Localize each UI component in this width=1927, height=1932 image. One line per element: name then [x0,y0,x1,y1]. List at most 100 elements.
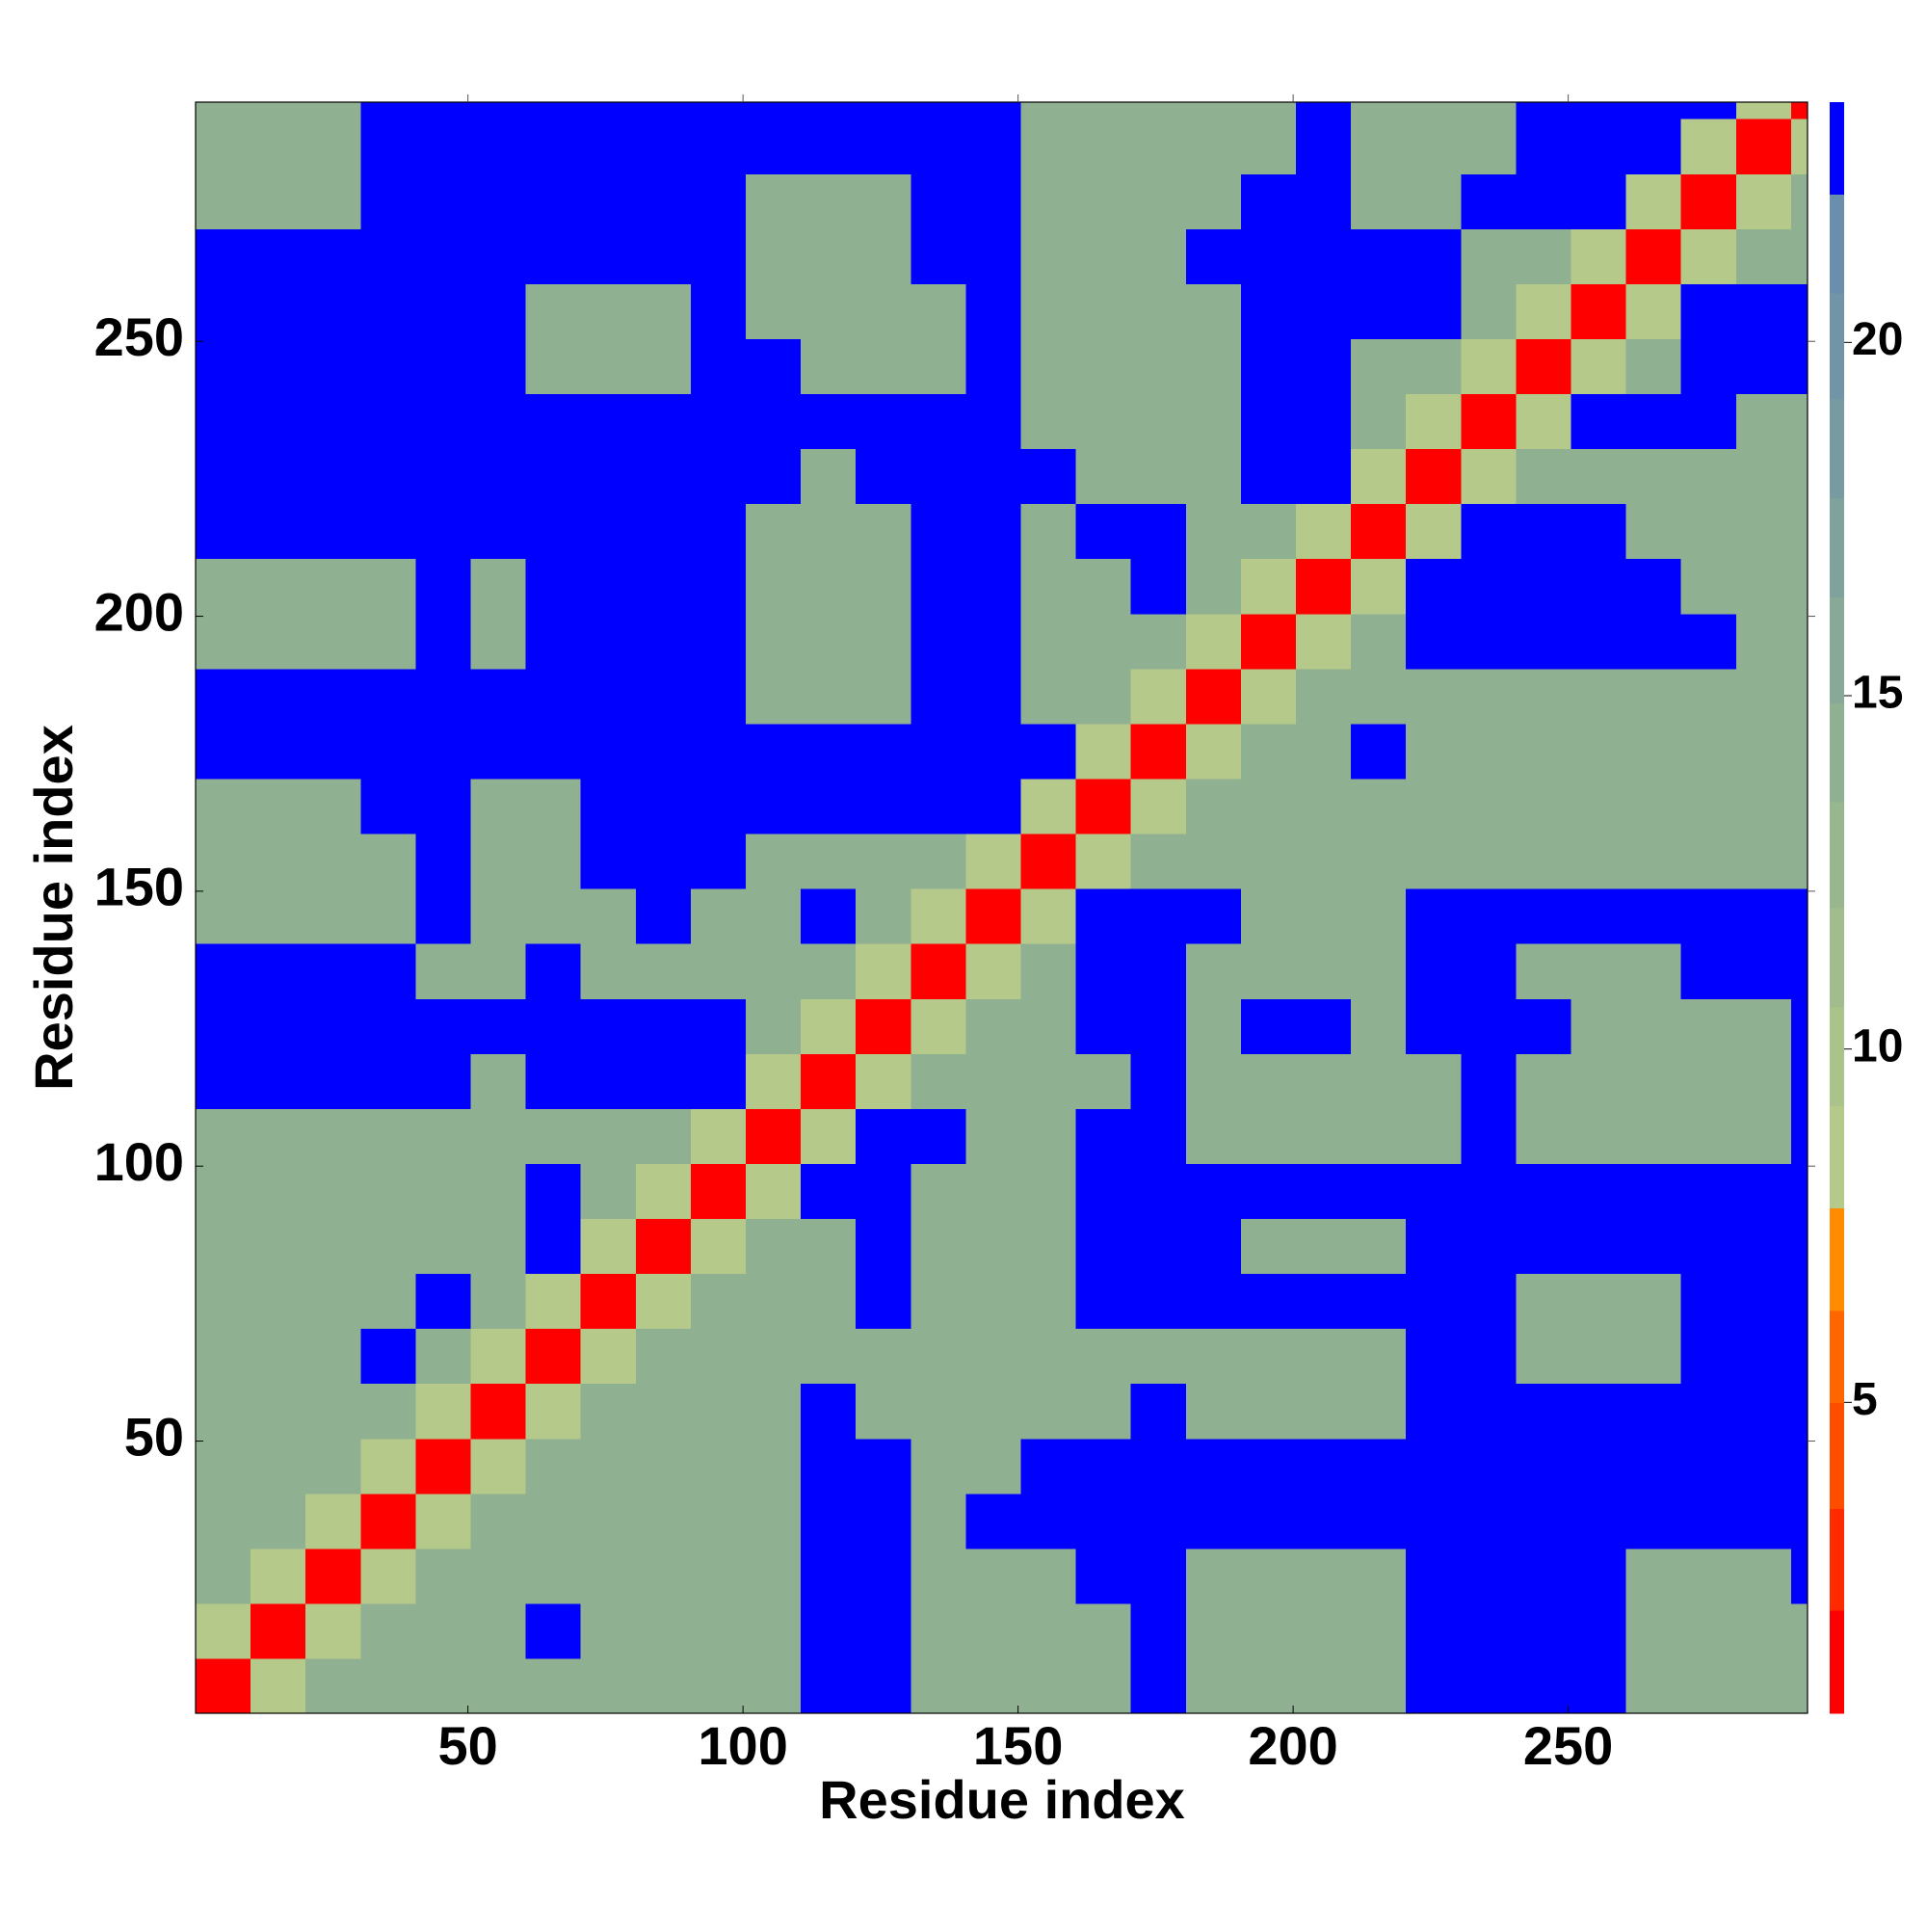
heatmap-cell [635,1328,692,1385]
heatmap-cell [1295,1602,1352,1659]
heatmap-cell [1351,448,1407,505]
heatmap-cell [251,1328,306,1385]
heatmap-cell [470,1493,527,1549]
heatmap-cell [196,668,251,725]
heatmap-cell [1625,1493,1682,1549]
heatmap-cell [1680,1218,1737,1275]
y-tick-label: 200 [94,581,184,642]
heatmap-cell [1130,228,1187,284]
heatmap-cell [415,1493,472,1549]
heatmap-cell [965,888,1022,944]
heatmap-cell [1020,448,1077,505]
heatmap-cell [1680,283,1737,339]
heatmap-cell [1516,1602,1572,1659]
heatmap-cell [745,943,802,999]
x-tick-label: 250 [1523,1715,1613,1776]
heatmap-cell [635,102,692,119]
heatmap-cell [965,503,1022,560]
heatmap-cell [196,833,251,889]
heatmap-cell [1461,723,1517,780]
heatmap-cell [196,943,251,999]
heatmap-cell [635,558,692,615]
heatmap-cell [415,943,472,999]
heatmap-cell [1295,1328,1352,1385]
heatmap-cell [1240,283,1297,339]
heatmap-cell [1461,228,1517,284]
colorbar-tick-label: 5 [1852,1374,1878,1425]
heatmap-cell [525,1548,582,1604]
heatmap-cell [965,1053,1022,1109]
heatmap-cell [580,1108,637,1164]
heatmap-cell [911,943,966,999]
heatmap-cell [1571,558,1627,615]
heatmap-cell [1735,283,1792,339]
y-tick-label: 50 [124,1406,184,1467]
heatmap-cell [1075,613,1132,670]
heatmap-cell [415,558,472,615]
heatmap-cell [1295,173,1352,229]
heatmap-cell [305,833,361,889]
heatmap-cell [911,1108,966,1164]
heatmap-cell [1240,1108,1297,1164]
heatmap-cell [1075,448,1132,505]
heatmap-cell [1790,1438,1808,1495]
heatmap-cell [1075,119,1132,174]
heatmap-cell [690,448,747,505]
heatmap-cell [911,778,966,834]
heatmap-cell [305,1163,361,1220]
heatmap-cell [745,1383,802,1440]
heatmap-cell [965,1328,1022,1385]
heatmap-cell [1571,1218,1627,1275]
heatmap-cell [360,1383,416,1440]
heatmap-cell [1185,998,1242,1054]
heatmap-cell [1295,888,1352,944]
heatmap-cell [1735,1163,1792,1220]
heatmap-cell [1240,943,1297,999]
heatmap-cell [1185,173,1242,229]
plot-frame [195,101,1808,1714]
heatmap-cell [1020,723,1077,780]
heatmap-cell [801,1328,857,1385]
colorbar-segment [1830,802,1844,909]
heatmap-cell [745,558,802,615]
heatmap-cell [1295,833,1352,889]
heatmap-cell [1516,1053,1572,1109]
heatmap-cell [580,943,637,999]
heatmap-cell [1075,1438,1132,1495]
heatmap-cell [1240,1493,1297,1549]
heatmap-cells [196,102,1808,1714]
heatmap-cell [1185,1438,1242,1495]
heatmap-cell [1625,1053,1682,1109]
heatmap-cell [1625,338,1682,395]
heatmap-cell [251,1438,306,1495]
heatmap-cell [305,1493,361,1549]
heatmap-cell [856,1602,911,1659]
heatmap-cell [251,1493,306,1549]
heatmap-cell [635,228,692,284]
heatmap-cell [1351,1548,1407,1604]
heatmap-cell [1240,833,1297,889]
heatmap-cell [1571,102,1627,119]
heatmap-cell [1790,283,1808,339]
heatmap-cell [1075,173,1132,229]
heatmap-cell [196,723,251,780]
heatmap-cell [360,119,416,174]
heatmap-cell [1185,393,1242,450]
heatmap-cell [360,1438,416,1495]
heatmap-cell [470,1218,527,1275]
heatmap-cell [635,1108,692,1164]
heatmap-cell [196,102,251,119]
heatmap-cell [635,613,692,670]
heatmap-cell [965,668,1022,725]
heatmap-cell [1295,613,1352,670]
heatmap-cell [965,1383,1022,1440]
heatmap-cell [1461,1053,1517,1109]
heatmap-cell [1625,613,1682,670]
heatmap-cell [856,668,911,725]
heatmap-cell [1625,723,1682,780]
heatmap-cell [1790,1053,1808,1109]
heatmap-cell [196,1218,251,1275]
heatmap-cell [305,338,361,395]
heatmap-cell [415,1273,472,1330]
heatmap-cell [1075,943,1132,999]
